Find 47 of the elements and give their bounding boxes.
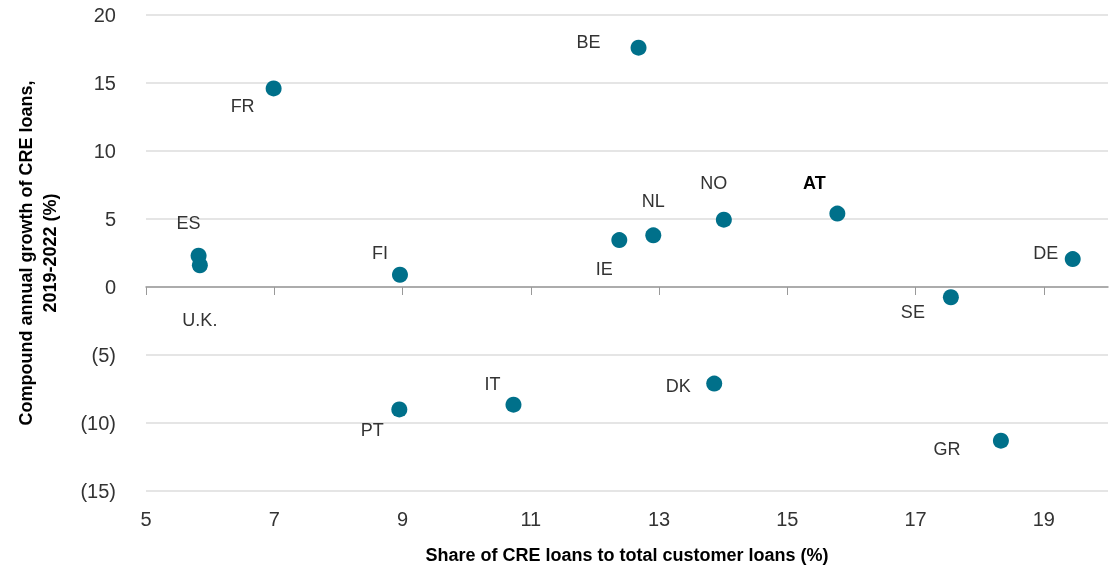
annotation: DK xyxy=(665,375,691,396)
annotation: DE xyxy=(1033,243,1059,264)
annotation: IT xyxy=(484,373,501,394)
x-tick-label: 5 xyxy=(140,508,152,530)
point xyxy=(1064,251,1081,268)
point xyxy=(645,227,662,244)
point xyxy=(706,375,723,392)
y-tick-label: 0 xyxy=(104,276,116,298)
annotation: NL xyxy=(641,191,665,212)
point xyxy=(505,396,522,413)
x-tick-label: 15 xyxy=(776,508,799,530)
annotation: IE xyxy=(595,259,613,280)
y-tick-label: 10 xyxy=(93,140,116,162)
y-tick-label: (15) xyxy=(80,480,116,502)
y-tick-label: (5) xyxy=(91,344,116,366)
point xyxy=(942,289,959,306)
x-tick-label: 19 xyxy=(1032,508,1055,530)
annotation: GR xyxy=(933,438,961,459)
point xyxy=(992,432,1009,449)
y-axis-title: Compound annual growth of CRE loans, 2019-2022 (%) xyxy=(16,80,60,426)
y-tick-label: 5 xyxy=(104,208,116,230)
x-tick-label: 17 xyxy=(904,508,927,530)
x-tick-label: 13 xyxy=(647,508,671,530)
annotation: FR xyxy=(230,96,255,117)
x-tick-label: 11 xyxy=(520,508,542,530)
point xyxy=(829,205,846,222)
point xyxy=(391,266,408,283)
annotation: PT xyxy=(360,420,384,441)
point xyxy=(630,39,647,56)
y-tick-label: (10) xyxy=(80,412,116,434)
x-tick-label: 9 xyxy=(396,508,409,530)
point xyxy=(191,257,208,274)
annotation: FI xyxy=(371,242,388,263)
x-axis-title: Share of CRE loans to total customer loans (%) xyxy=(425,545,829,565)
annotation: NO xyxy=(700,172,728,193)
point xyxy=(391,401,408,418)
y-tick-label: 15 xyxy=(93,72,116,94)
annotation: SE xyxy=(900,302,925,323)
annotation: ES xyxy=(176,212,201,233)
point xyxy=(265,80,282,97)
annotation: BE xyxy=(576,31,601,52)
point xyxy=(611,232,628,249)
point xyxy=(715,211,732,228)
y-tick-label: 20 xyxy=(93,4,116,26)
annotation: AT xyxy=(803,172,826,193)
annotation: U.K. xyxy=(182,310,218,331)
x-tick-label: 7 xyxy=(268,508,280,530)
